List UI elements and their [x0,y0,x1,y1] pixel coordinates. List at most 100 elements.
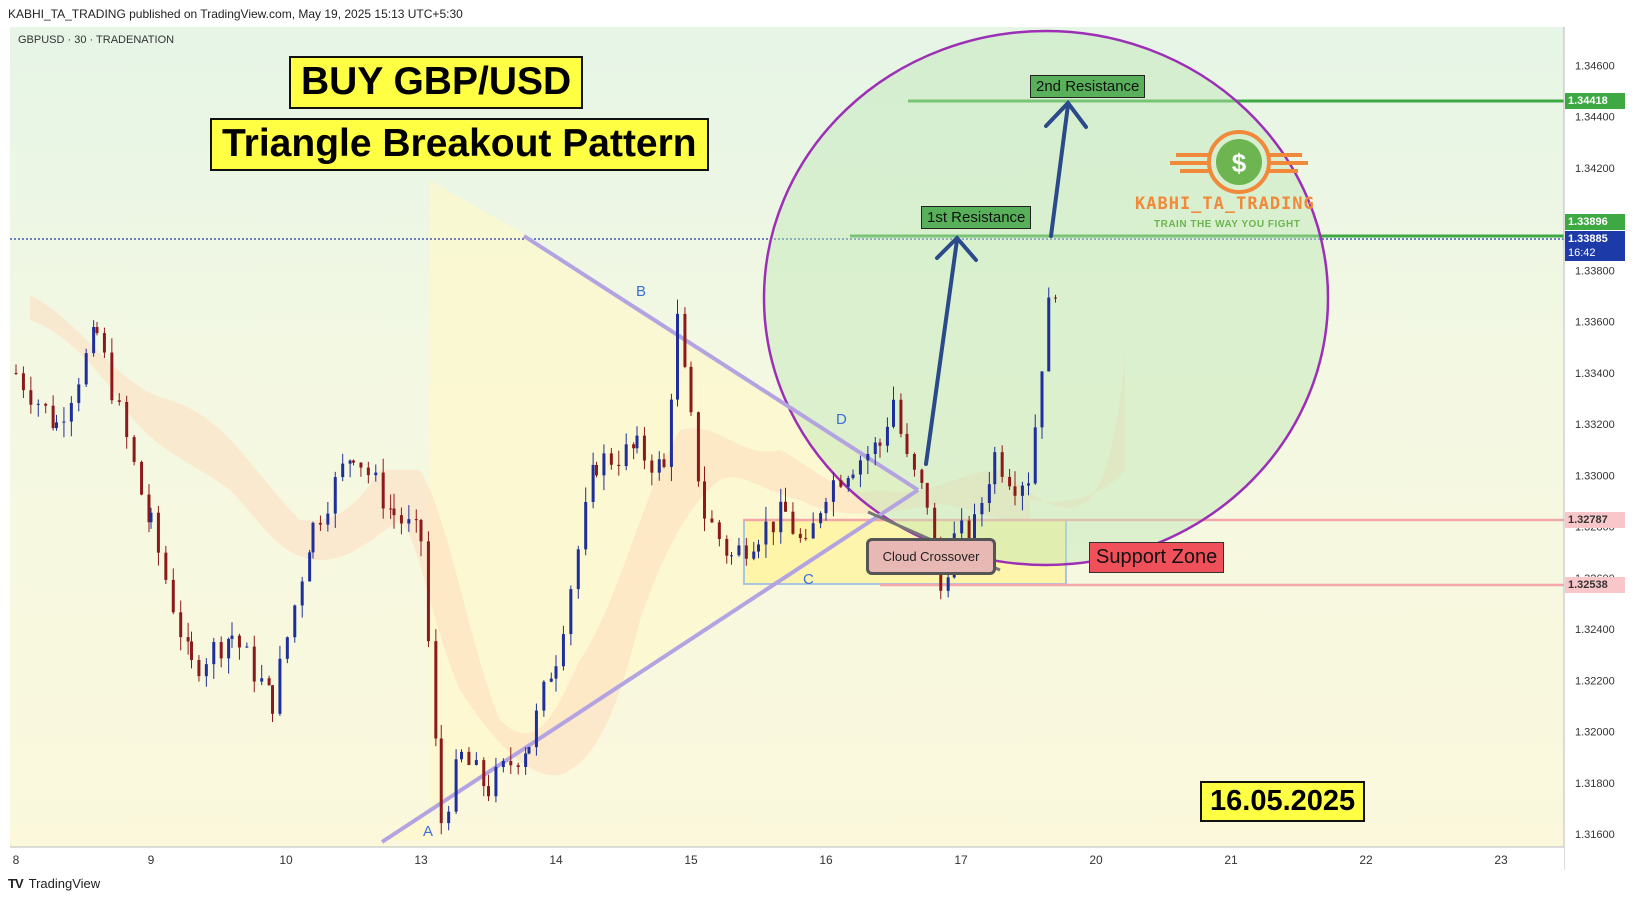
bear-candle [1013,486,1017,496]
y-tick-label: 1.33600 [1575,317,1615,329]
bull-candle [866,453,870,461]
bear-candle [186,637,190,642]
bear-candle [899,399,903,434]
bull-candle [892,399,895,427]
y-tick-label: 1.32000 [1575,727,1615,739]
triangle-shade [382,180,916,840]
price-tag-second-resistance: 1.34418 [1568,95,1608,107]
title-pattern: Triangle Breakout Pattern [210,118,709,171]
bear-candle [642,435,646,461]
bull-candle [730,555,733,557]
bull-candle [946,577,950,591]
bear-candle [482,760,486,787]
bull-candle [227,638,231,659]
footer-brand-text: TradingView [28,876,101,891]
bull-candle [534,710,538,748]
x-tick-label: 22 [1359,853,1373,867]
x-tick-label: 8 [13,853,20,867]
bull-candle [676,313,679,400]
bear-candle [318,522,322,525]
point-b-label: B [636,283,647,300]
bear-candle [710,518,714,523]
bull-candle [752,551,756,559]
bear-candle [467,751,471,765]
bear-candle [791,511,795,534]
second-resistance-label: 2nd Resistance [1030,75,1146,98]
bull-candle [669,399,673,467]
bull-candle [92,327,96,354]
symbol-label: GBPUSD · 30 · TRADENATION [18,34,175,46]
bull-candle [1033,427,1037,484]
tradingview-logo-icon: TV [8,876,24,891]
first-resistance-label: 1st Resistance [921,206,1032,229]
bear-candle [426,541,430,642]
bear-candle [237,635,241,648]
bull-candle [407,519,411,524]
x-tick-label: 13 [414,853,428,867]
y-tick-label: 1.31600 [1575,829,1615,841]
bull-candle [149,512,153,523]
tag-current-bg [1565,231,1625,261]
bull-candle [602,453,606,476]
bull-candle [569,589,573,635]
y-tick-label: 1.33200 [1575,419,1615,431]
y-tick-label: 1.33000 [1575,470,1615,482]
tag-second-resistance-bg [1565,93,1625,109]
y-tick-label: 1.32400 [1575,624,1615,636]
bull-candle [987,484,991,504]
first-resistance-arrow [924,235,978,466]
bear-candle [595,464,598,476]
y-axis-panel [1564,27,1634,877]
bull-candle [454,759,458,812]
bear-candle [804,538,808,540]
candlestick-series [14,287,1057,835]
price-tag-support-bottom: 1.32538 [1568,579,1608,591]
bear-candle [925,482,929,508]
point-d-label: D [836,411,847,428]
x-tick-label: 20 [1089,853,1103,867]
bull-candle [36,403,40,405]
bear-candle [1000,452,1004,477]
support-zone-label: Support Zone [1089,542,1225,573]
bear-candle [703,481,706,519]
bear-candle [197,660,201,677]
bear-candle [171,579,175,613]
publish-header: KABHI_TA_TRADING published on TradingVie… [8,7,463,21]
bear-candle [147,494,151,523]
second-resistance-arrow [1044,99,1088,238]
bear-candle [771,521,775,533]
bear-candle [516,765,520,767]
bear-candle [14,372,18,374]
tag-first-resistance-bg [1565,214,1625,230]
bear-candle [689,366,693,413]
bear-candle [650,460,654,473]
bear-candle [352,460,355,463]
bull-candle [1040,371,1044,428]
bull-candle [474,760,478,765]
bull-candle [1027,483,1030,486]
bull-candle [204,664,208,677]
x-tick-label: 23 [1494,853,1508,867]
bear-candle [632,444,636,449]
point-a-label: A [423,823,434,840]
bull-candle [635,435,639,449]
x-axis-panel [10,847,1564,870]
y-tick-label: 1.31800 [1575,778,1615,790]
y-tick-label: 1.34600 [1575,60,1615,72]
bear-candle [662,459,666,467]
y-tick-label: 1.34200 [1575,163,1615,175]
x-tick-label: 10 [279,853,293,867]
bull-candle [757,544,760,552]
bull-candle [779,501,783,533]
bull-candle [527,747,531,754]
bull-candle [374,472,378,476]
bull-candle [333,477,337,514]
x-axis-ticks: 8 9 10 13 14 15 16 17 20 21 22 23 [13,853,1508,867]
bull-candle [851,474,855,479]
bear-candle [117,400,121,402]
bull-candle [245,646,249,648]
price-tag-support-top: 1.32787 [1568,514,1608,526]
tag-support-bottom-bg [1565,577,1625,593]
bull-candle [501,760,505,768]
